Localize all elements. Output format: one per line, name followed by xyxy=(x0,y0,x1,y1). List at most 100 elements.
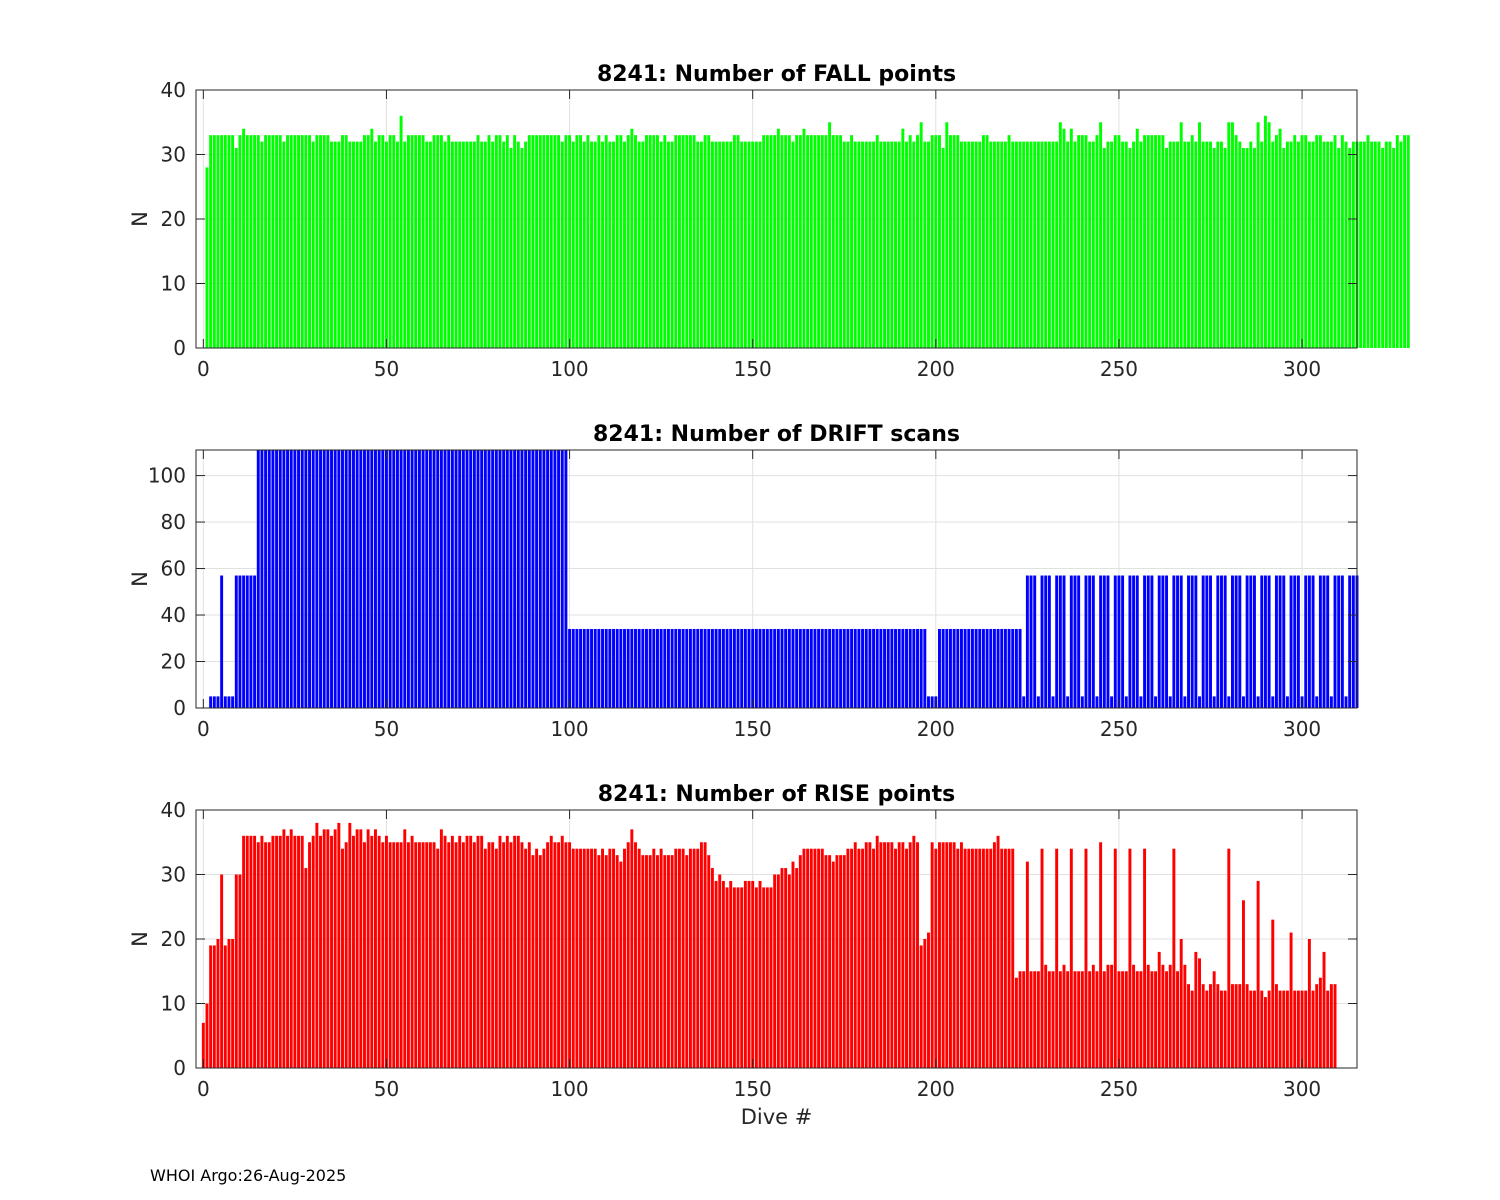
drift-bar xyxy=(586,628,590,708)
rise-bar xyxy=(1260,990,1264,1068)
rise-bar xyxy=(923,939,927,1068)
fall-bar xyxy=(289,135,293,348)
drift-y-tick-label: 0 xyxy=(173,696,186,720)
drift-bar xyxy=(520,450,524,708)
rise-bar xyxy=(703,842,707,1068)
fall-bar xyxy=(835,135,839,348)
fall-bar xyxy=(586,135,590,348)
rise-bar xyxy=(1069,848,1073,1068)
drift-bar xyxy=(469,450,473,708)
drift-bar xyxy=(1245,575,1249,708)
rise-bar xyxy=(590,848,594,1068)
drift-bar xyxy=(1000,628,1004,708)
rise-bar xyxy=(710,868,714,1068)
rise-bar xyxy=(201,1022,205,1068)
rise-bar xyxy=(780,868,784,1068)
rise-bar xyxy=(1073,971,1077,1068)
fall-bar xyxy=(436,135,440,348)
fall-bar xyxy=(1080,135,1084,348)
rise-bar xyxy=(784,868,788,1068)
fall-bar xyxy=(795,135,799,348)
drift-bar xyxy=(341,450,344,708)
drift-bar xyxy=(505,450,509,708)
drift-bar xyxy=(414,450,418,708)
drift-bar xyxy=(425,450,429,708)
drift-bar xyxy=(432,450,436,708)
rise-bar xyxy=(1036,971,1040,1068)
drift-bar xyxy=(344,450,348,708)
fall-bar xyxy=(626,135,630,348)
rise-bar xyxy=(1132,964,1136,1068)
fall-bar xyxy=(1242,148,1245,348)
drift-bar xyxy=(582,628,586,708)
fall-bar xyxy=(1110,141,1114,348)
drift-bar xyxy=(271,450,275,708)
rise-bar xyxy=(681,848,685,1068)
fall-bar xyxy=(1029,141,1033,348)
drift-bar xyxy=(1212,696,1216,708)
drift-bar xyxy=(439,450,443,708)
drift-bar xyxy=(835,628,839,708)
rise-bar xyxy=(300,835,304,1068)
rise-bar xyxy=(1322,951,1326,1068)
rise-bar xyxy=(1110,964,1114,1068)
rise-bar xyxy=(1025,861,1029,1068)
drift-bar xyxy=(542,450,546,708)
fall-bar xyxy=(1377,141,1381,348)
fall-bar xyxy=(410,135,414,348)
drift-plot-area xyxy=(196,450,1357,708)
drift-bar xyxy=(315,450,319,708)
fall-bar xyxy=(1172,141,1176,348)
fall-bar xyxy=(1395,135,1399,348)
fall-bar xyxy=(1088,141,1092,348)
rise-bar xyxy=(374,829,377,1068)
fall-bar xyxy=(1183,141,1187,348)
drift-bar xyxy=(637,628,641,708)
drift-bar xyxy=(392,450,396,708)
fall-bar xyxy=(513,135,517,348)
rise-bar xyxy=(762,887,766,1068)
fall-bar xyxy=(227,135,231,348)
rise-bar xyxy=(242,835,246,1068)
rise-bar xyxy=(1066,971,1070,1068)
drift-bar xyxy=(223,696,227,708)
fall-bar xyxy=(432,135,436,348)
rise-bar xyxy=(520,842,524,1068)
rise-bar xyxy=(967,848,971,1068)
drift-bar xyxy=(553,450,557,708)
drift-bar xyxy=(355,450,359,708)
rise-bar xyxy=(1022,971,1026,1068)
fall-bar xyxy=(817,135,821,348)
drift-bar xyxy=(630,628,634,708)
fall-bar xyxy=(275,135,279,348)
drift-bar xyxy=(1256,696,1260,708)
fall-bar xyxy=(564,135,568,348)
drift-bar xyxy=(1157,575,1161,708)
fall-bar xyxy=(461,141,465,348)
drift-bar xyxy=(487,450,491,708)
fall-bar xyxy=(773,135,777,348)
drift-bar xyxy=(384,450,388,708)
drift-bar xyxy=(780,628,784,708)
fall-bar xyxy=(736,135,740,348)
fall-bar xyxy=(1201,141,1205,348)
drift-bar xyxy=(868,628,872,708)
drift-bar xyxy=(304,450,308,708)
drift-bar xyxy=(564,450,568,708)
rise-bar xyxy=(560,835,564,1068)
rise-bar xyxy=(472,842,476,1068)
drift-bar xyxy=(945,628,949,708)
rise-bar xyxy=(469,835,473,1068)
fall-bar xyxy=(355,141,359,348)
drift-y-tick-label: 100 xyxy=(148,464,186,488)
rise-bar xyxy=(271,835,275,1068)
drift-bar xyxy=(212,696,216,708)
rise-bar xyxy=(1209,984,1212,1068)
fall-bar xyxy=(916,135,919,348)
rise-bar xyxy=(601,848,604,1068)
rise-bar xyxy=(399,842,403,1068)
rise-bar xyxy=(1234,984,1238,1068)
fall-bar xyxy=(875,135,879,348)
panel-rise: 0 50 100 150 200 250 300 0 10 20 30 40 8241: Number … xyxy=(128,782,1358,1129)
rise-bar xyxy=(795,868,799,1068)
